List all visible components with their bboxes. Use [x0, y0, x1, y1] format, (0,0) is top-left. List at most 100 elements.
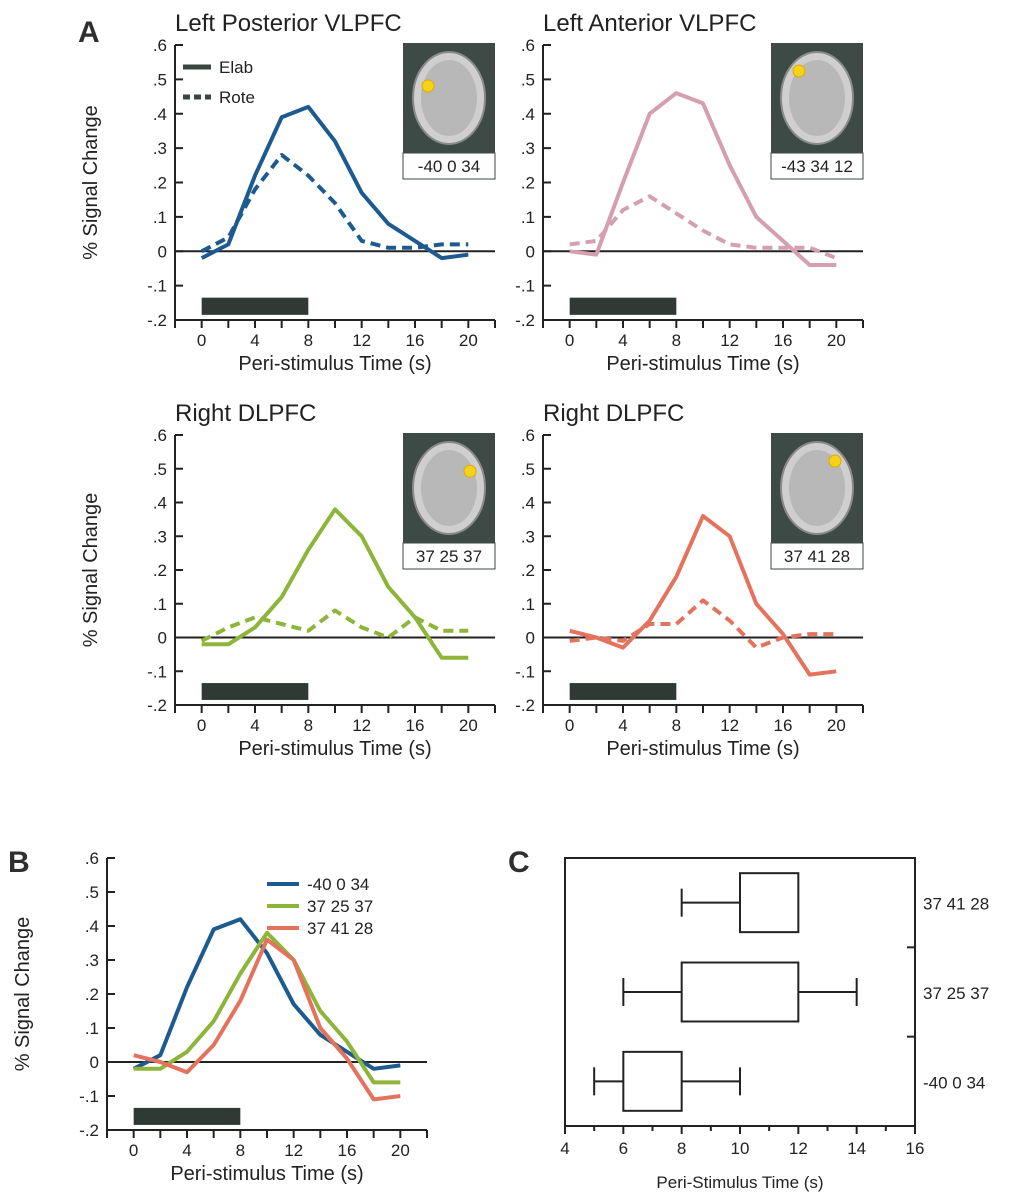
x-tick-label: 8 [672, 331, 681, 350]
stimulus-bar [201, 683, 309, 700]
legend-label-2: 37 41 28 [307, 919, 373, 938]
x-tick-label: 4 [182, 1141, 191, 1160]
y-tick-label: .1 [153, 595, 167, 614]
chart-a1: -.2 -.1 0 .1 .2 .3 .4 .5 .6 0 4 8 12 16 20 Left Posteri… [80, 10, 496, 375]
y-axis-label: % Signal Change [80, 105, 102, 260]
y-tick-label: .6 [153, 426, 167, 445]
legend-label-elab: Elab [219, 58, 253, 77]
x-tick-label: 16 [774, 331, 793, 350]
x-tick-label: 8 [304, 716, 313, 735]
y-tick-label: -.2 [79, 1121, 99, 1140]
x-axis-label: Peri-stimulus Time (s) [238, 353, 431, 375]
y-tick-label: 0 [158, 629, 167, 648]
y-tick-label: -.2 [515, 696, 535, 715]
x-tick-label: 6 [619, 1139, 628, 1158]
y-tick-label: .2 [153, 561, 167, 580]
panel-letter-a: A [78, 16, 100, 49]
x-axis-label: Peri-stimulus Time (s) [606, 353, 799, 375]
x-tick-label: 12 [720, 331, 739, 350]
x-tick-label: 20 [827, 331, 846, 350]
coordinate-box [402, 542, 496, 570]
x-tick-label: 20 [459, 331, 478, 350]
panel-letter-c: C [508, 846, 530, 879]
x-tick-label: 8 [236, 1141, 245, 1160]
y-tick-label: 0 [526, 629, 535, 648]
legend-label-1: 37 25 37 [307, 897, 373, 916]
chart-a2: -.2 -.1 0 .1 .2 .3 .4 .5 .6 0 4 8 12 16 20 Left Anterio… [515, 10, 864, 375]
y-tick-label: .4 [521, 105, 535, 124]
x-tick-label: 12 [284, 1141, 303, 1160]
y-tick-label: -.1 [515, 662, 535, 681]
y-tick-label: .2 [521, 561, 535, 580]
x-axis-label: Peri-stimulus Time (s) [170, 1163, 363, 1185]
y-tick-label: .6 [153, 36, 167, 55]
y-tick-label: .1 [521, 595, 535, 614]
x-tick-label: 16 [338, 1141, 357, 1160]
brain-inner [789, 60, 845, 136]
legend-label-rote: Rote [219, 88, 255, 107]
series-line-dashed-1 [569, 194, 838, 260]
box-iqr [622, 1050, 683, 1112]
y-tick-label: .5 [153, 70, 167, 89]
x-tick-label: 14 [847, 1139, 866, 1158]
row-label: -40 0 34 [923, 1073, 985, 1092]
series-line-dashed-1 [200, 608, 469, 643]
stimulus-bar [569, 683, 677, 700]
chart-a3: -.2 -.1 0 .1 .2 .3 .4 .5 .6 0 4 8 12 16 20 Right DLPFC P… [80, 400, 496, 760]
y-tick-label: .6 [85, 849, 99, 868]
chart-a4: -.2 -.1 0 .1 .2 .3 .4 .5 .6 0 4 8 12 16 20 Right DLPFC P… [515, 400, 864, 760]
y-tick-label: 0 [158, 242, 167, 261]
x-tick-label: 12 [352, 331, 371, 350]
y-tick-label: -.1 [515, 277, 535, 296]
chart-title: Left Posterior VLPFC [175, 10, 402, 37]
brain-inner [789, 450, 845, 526]
y-tick-label: 0 [90, 1053, 99, 1072]
y-tick-label: .6 [521, 36, 535, 55]
coordinate-box [402, 152, 496, 180]
chart-title: Right DLPFC [543, 400, 684, 427]
x-tick-label: 4 [250, 716, 259, 735]
x-axis-label: Peri-stimulus Time (s) [606, 738, 799, 760]
x-tick-label: 20 [827, 716, 846, 735]
y-tick-label: -.1 [147, 662, 167, 681]
charts-layer: -.2 -.1 0 .1 .2 .3 .4 .5 .6 0 4 8 12 16 20 Left Posteri… [12, 10, 989, 1192]
x-tick-label: 8 [672, 716, 681, 735]
y-tick-label: .1 [85, 1019, 99, 1038]
y-tick-label: .2 [153, 174, 167, 193]
series-line-solid-1 [133, 930, 401, 1085]
y-tick-label: -.2 [515, 311, 535, 330]
box-iqr [739, 872, 800, 934]
chart-b: -.2 -.1 0 .1 .2 .3 .4 .5 .6 0 4 8 12 16 20 Peri-stimulu… [12, 849, 428, 1185]
x-tick-label: 16 [406, 716, 425, 735]
y-tick-label: .5 [153, 460, 167, 479]
x-tick-label: 10 [731, 1139, 750, 1158]
axis-frame [106, 858, 427, 1131]
y-tick-label: .5 [85, 883, 99, 902]
y-tick-label: .6 [521, 426, 535, 445]
y-tick-label: .4 [153, 494, 167, 513]
x-tick-label: 16 [406, 331, 425, 350]
stimulus-bar [133, 1107, 241, 1125]
x-tick-label: 0 [565, 331, 574, 350]
brain-inner [421, 450, 477, 526]
x-tick-label: 0 [129, 1141, 138, 1160]
y-axis-label: % Signal Change [80, 493, 102, 648]
x-tick-label: 12 [720, 716, 739, 735]
series-line-solid-0 [201, 507, 469, 660]
stimulus-bar [201, 297, 309, 315]
activation-spot [421, 79, 435, 93]
x-tick-label: 4 [618, 716, 627, 735]
y-tick-label: .2 [521, 174, 535, 193]
brain-inner [421, 60, 477, 136]
series-line-dashed-1 [569, 598, 837, 650]
x-tick-label: 16 [906, 1139, 925, 1158]
coordinate-box [770, 152, 864, 180]
panel-letter-b: B [8, 846, 30, 879]
x-tick-label: 8 [304, 331, 313, 350]
y-tick-label: .3 [85, 951, 99, 970]
activation-spot [828, 454, 842, 468]
stimulus-bar [569, 297, 677, 315]
x-tick-label: 4 [560, 1139, 569, 1158]
y-tick-label: .1 [521, 208, 535, 227]
y-tick-label: .5 [521, 70, 535, 89]
